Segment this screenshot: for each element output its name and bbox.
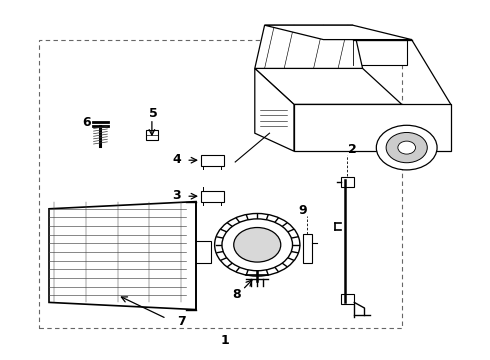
Circle shape: [222, 219, 293, 271]
Circle shape: [234, 228, 281, 262]
Bar: [201, 191, 224, 202]
Text: 5: 5: [148, 107, 157, 120]
Bar: [303, 234, 312, 263]
Text: 7: 7: [177, 315, 186, 328]
Bar: [191, 241, 211, 263]
Bar: [146, 130, 158, 140]
Circle shape: [376, 125, 437, 170]
Text: 4: 4: [172, 153, 181, 166]
Polygon shape: [294, 104, 451, 151]
Polygon shape: [49, 202, 196, 310]
Text: 2: 2: [348, 143, 357, 156]
Bar: [201, 155, 224, 166]
Text: 3: 3: [172, 189, 181, 202]
Text: 9: 9: [298, 204, 307, 217]
Bar: [341, 177, 354, 187]
Polygon shape: [265, 25, 412, 40]
Text: 8: 8: [232, 288, 241, 301]
Circle shape: [386, 132, 427, 163]
Polygon shape: [255, 68, 294, 151]
Text: 1: 1: [221, 334, 230, 347]
Bar: [299, 40, 407, 65]
Polygon shape: [255, 25, 363, 68]
Bar: [260, 108, 287, 133]
Bar: [39, 40, 402, 328]
Bar: [341, 294, 354, 304]
Text: 6: 6: [82, 116, 91, 129]
Circle shape: [398, 141, 416, 154]
Polygon shape: [255, 68, 402, 104]
